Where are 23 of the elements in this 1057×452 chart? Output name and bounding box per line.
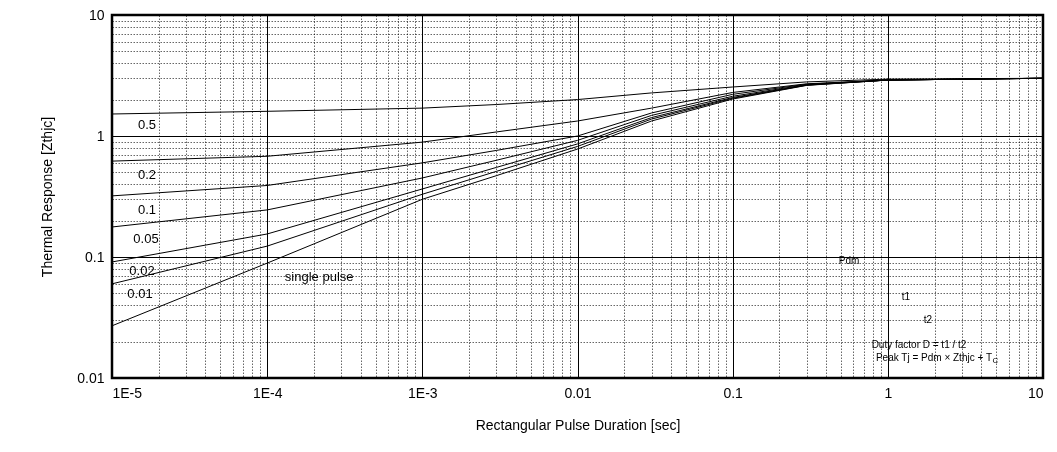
series-label: single pulse [284,269,354,285]
series-label: 0.02 [129,262,155,278]
x-tick-label: 1E-4 [252,384,283,401]
series-label: 0.1 [137,201,157,217]
x-tick-label: 1E-5 [112,384,143,401]
annotation: Pdm [838,255,860,266]
annotation: t1 [901,291,911,302]
x-tick-label: 0.01 [564,384,592,401]
y-tick-label: 0.1 [85,248,105,265]
x-tick-label: 1 [884,384,893,401]
x-axis-title: Rectangular Pulse Duration [sec] [475,416,681,433]
series-label: 0.5 [137,117,157,132]
x-tick-label: 1E-3 [408,384,438,401]
y-tick-label: 10 [88,6,105,23]
y-tick-label: 0.01 [77,369,105,386]
annotation: t2 [923,314,933,325]
x-tick-label: 10 [1027,384,1044,401]
series-label: 0.2 [137,167,157,183]
series-label: 0.05 [133,231,159,246]
series-label: 0.01 [127,285,153,301]
y-tick-label: 1 [96,127,105,144]
y-axis-title: Thermal Response [Zthjc] [39,116,56,278]
x-tick-label: 0.1 [723,384,744,401]
